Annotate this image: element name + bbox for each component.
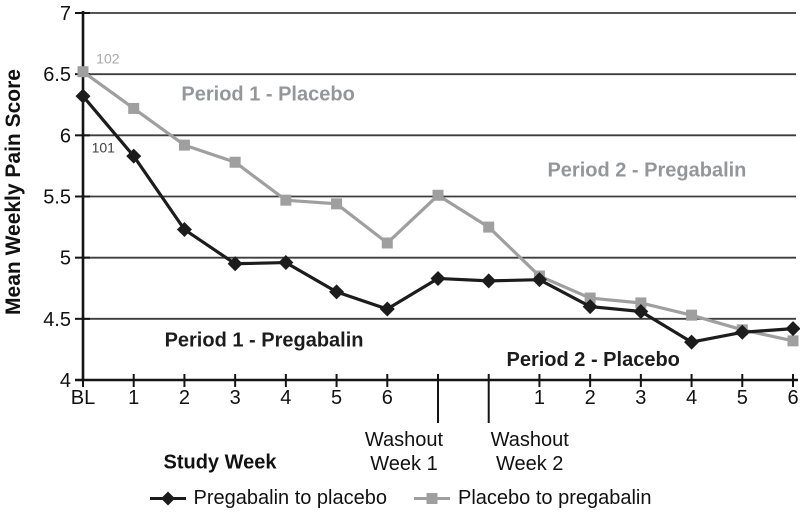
annotation-period: Period 2 - Placebo [506, 349, 679, 371]
legend-item-placebo-to-pregabalin: Placebo to pregabalin [413, 487, 651, 510]
legend: Pregabalin to placebo Placebo to pregaba… [0, 487, 800, 510]
washout-label: Washout Week 2 [491, 429, 570, 475]
x-tick-label: 1 [128, 387, 139, 409]
square-marker [77, 66, 89, 78]
x-tick-label: 1 [534, 387, 545, 409]
plot-area: 4 4.5 5 5.5 6 6.5 7 BL 1 2 3 4 5 6 Washout Week 1 Washou… [43, 3, 800, 475]
diamond-marker [734, 324, 750, 340]
series-line-placebo-to-pregabalin [82, 70, 794, 343]
square-marker [686, 309, 698, 321]
x-tick-label: 2 [179, 387, 190, 409]
x-tick-label: 4 [686, 387, 697, 409]
diamond-marker [785, 321, 800, 337]
x-tick-label: 3 [635, 387, 646, 409]
diamond-marker-icon [149, 491, 186, 506]
series-line-pregabalin-to-placebo [81, 95, 794, 344]
y-tick-label: 6.5 [43, 64, 71, 86]
x-tick-label: 4 [280, 387, 291, 409]
square-marker [432, 189, 444, 201]
square-marker [483, 221, 495, 233]
x-tick-label: 2 [585, 387, 596, 409]
diamond-marker [278, 255, 294, 271]
diamond-marker [582, 299, 598, 315]
square-marker [229, 156, 241, 168]
square-marker [635, 297, 647, 309]
annotation-period: Period 1 - Pregabalin [165, 330, 364, 352]
y-tick-label: 4.5 [43, 309, 71, 331]
x-tick-label: 6 [787, 387, 798, 409]
x-axis-title: Study Week [163, 451, 277, 474]
diamond-marker [176, 222, 192, 238]
legend-item-pregabalin-to-placebo: Pregabalin to placebo [149, 487, 387, 510]
diamond-marker [227, 256, 243, 272]
square-marker-icon [414, 493, 450, 504]
diamond-marker [430, 270, 446, 286]
diamond-marker [379, 301, 395, 317]
y-tick-label: 5 [60, 248, 71, 270]
x-tick-label: BL [71, 387, 95, 409]
diamond-marker [126, 148, 142, 164]
annotation-n-count: 101 [92, 140, 116, 156]
square-marker [381, 237, 393, 249]
diamond-marker [531, 272, 547, 288]
diamond-marker [684, 334, 700, 350]
x-tick-label: 3 [230, 387, 241, 409]
washout-label: Washout Week 1 [365, 429, 444, 475]
diamond-marker [329, 284, 345, 300]
legend-label: Placebo to pregabalin [458, 487, 652, 509]
square-marker [178, 139, 190, 151]
x-tick-label: 5 [737, 387, 748, 409]
annotation-n-count: 102 [96, 50, 120, 66]
y-tick-label: 5.5 [43, 187, 71, 209]
diamond-marker [633, 303, 649, 319]
x-tick-label: 5 [331, 387, 342, 409]
diamond-marker [481, 273, 497, 289]
annotation-period: Period 1 - Placebo [181, 84, 354, 106]
legend-label: Pregabalin to placebo [193, 487, 387, 509]
square-marker [584, 292, 596, 304]
square-marker [331, 198, 343, 210]
diamond-marker [75, 88, 91, 104]
y-tick-label: 4 [60, 370, 71, 392]
square-marker [280, 194, 292, 206]
x-tick-label: 6 [382, 387, 393, 409]
square-marker [787, 335, 799, 347]
square-marker [128, 102, 140, 114]
y-tick-label: 6 [60, 125, 71, 147]
annotation-period: Period 2 - Pregabalin [547, 160, 746, 182]
y-tick-label: 7 [60, 3, 71, 25]
